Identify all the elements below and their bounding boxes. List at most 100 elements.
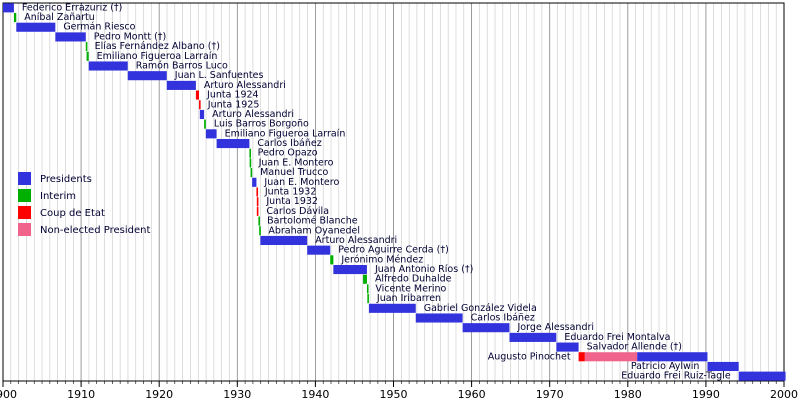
term-label: Pedro Montt (†) [94,31,166,42]
term-label: Eduardo Frei Ruiz-Tagle [621,371,731,382]
term-label: Augusto Pinochet [488,351,571,362]
term-label: Ramón Barros Luco [136,61,228,72]
term-label: Junta 1925 [207,99,260,110]
term-label: Bartolomé Blanche [267,216,358,227]
term-label: Jerónimo Méndez [340,254,423,265]
term-bar [415,313,463,323]
term-label: Emiliano Figueroa Larraín [97,51,218,62]
term-bar [307,245,331,255]
term-bar [259,226,261,236]
term-bar [55,32,86,42]
term-bar [3,3,14,13]
term-bar [204,119,206,129]
term-bar [256,187,259,197]
term-bar [578,352,585,362]
x-tick-label: 1900 [0,388,17,400]
term-label: Vicente Merino [375,283,446,294]
term-label: Juan Iribarren [376,293,441,304]
term-bar [249,148,252,158]
term-bar [584,352,638,362]
x-tick-label: 1920 [145,388,173,400]
term-label: Alfredo Duhalde [375,274,452,285]
legend-swatch [18,223,31,236]
term-bar [556,342,579,352]
term-bar [199,109,205,120]
term-bar [333,264,367,275]
term-label: Aníbal Zañartu [24,12,95,23]
term-label: Manuel Trucco [260,167,328,178]
term-label: Juan Antonio Ríos (†) [374,264,473,275]
term-bar [509,332,557,342]
term-bar [252,177,257,187]
x-tick-label: 1950 [380,388,408,400]
term-bar [366,284,369,294]
term-label: Abraham Oyanedel [268,225,360,236]
term-label: Pedro Aguirre Cerda (†) [338,245,449,256]
x-tick-label: 1990 [692,388,720,400]
term-bar [707,361,739,372]
term-label: Carlos Ibáñez [471,313,535,324]
legend-swatch [18,206,31,219]
legend-label: Interim [40,191,76,202]
term-bar [367,294,369,304]
term-bar [256,206,259,216]
term-bar [260,235,308,246]
legend-label: Coup de Etat [40,208,105,219]
term-bar [13,12,17,23]
legend-label: Presidents [40,174,92,185]
term-label: Gabriel González Videla [424,303,537,314]
term-bar [258,216,260,226]
x-tick-label: 1910 [67,388,95,400]
term-label: Germán Riesco [63,22,135,33]
term-label: Juan L. Sanfuentes [174,70,264,81]
term-bar [205,129,217,139]
term-bar [738,371,786,381]
term-label: Juan E. Montero [263,177,339,188]
term-bar [85,42,88,52]
term-bar [250,168,253,178]
term-label: Luis Barros Borgoño [214,119,309,130]
term-label: Junta 1932 [264,187,317,198]
term-label: Junta 1932 [265,196,318,207]
term-bar [216,138,250,149]
x-tick-label: 1960 [458,388,486,400]
x-tick-label: 1940 [301,388,329,400]
term-bar [368,303,416,313]
term-bar [199,100,201,110]
term-label: Juan E. Montero [258,157,334,168]
term-bar [86,51,89,61]
term-label: Carlos Ibáñez [257,138,321,149]
term-label: Jorge Alessandri [516,322,594,333]
term-label: Federico Errázuriz (†) [22,2,122,13]
term-label: Carlos Dávila [266,206,329,217]
term-label: Eduardo Frei Montalva [564,332,670,343]
term-bar [330,255,334,265]
term-label: Elías Fernández Albano (†) [95,41,220,52]
term-bar [637,352,708,362]
term-label: Pedro Opazo [258,148,318,159]
term-bar [88,61,128,71]
x-tick-label: 1930 [223,388,251,400]
term-label: Patricio Aylwin [631,361,700,372]
x-tick-label: 2000 [770,388,798,400]
term-label: Arturo Alessandri [315,235,397,246]
legend-swatch [18,189,31,202]
term-bar [127,71,167,81]
x-tick-label: 1970 [536,388,564,400]
term-label: Salvador Allende (†) [587,342,682,353]
term-label: Junta 1924 [206,90,259,101]
term-bar [249,158,252,168]
term-label: Arturo Alessandri [212,109,294,120]
term-label: Arturo Alessandri [204,80,286,91]
term-bar [462,323,510,333]
term-bar [16,22,56,32]
legend-swatch [18,172,31,185]
plot-frame [2,2,785,382]
term-label: Emiliano Figueroa Larraín [225,128,346,139]
term-bar [166,80,196,90]
x-tick-label: 1980 [614,388,642,400]
term-bar [363,274,367,284]
term-bar [195,90,200,100]
term-bar [256,197,259,207]
